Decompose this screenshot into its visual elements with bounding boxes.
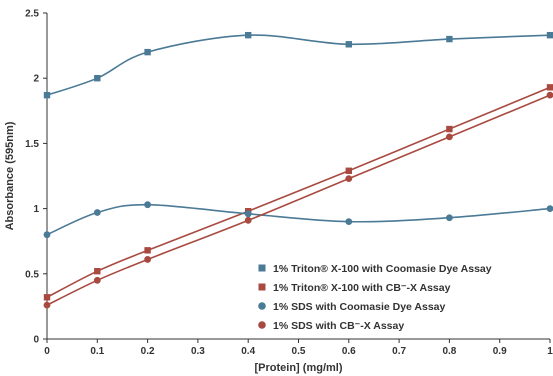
x-tick-label: 0.3 <box>191 346 205 357</box>
x-tick-label: 0.4 <box>241 346 255 357</box>
x-tick-label: 1 <box>547 346 553 357</box>
legend-label: 1% SDS with Coomasie Dye Assay <box>273 301 446 313</box>
legend-item: 1% Triton® X-100 with Coomasie Dye Assay <box>258 263 492 275</box>
series-layer <box>43 31 553 309</box>
chart-axes <box>43 12 551 343</box>
y-tick-label: 0 <box>33 335 39 346</box>
x-axis-title: [Protein] (mg/ml) <box>255 362 343 374</box>
series-2 <box>43 201 553 239</box>
data-point-square <box>43 294 51 301</box>
y-tick-label: 2 <box>33 74 39 85</box>
legend-marker-circle <box>258 321 266 329</box>
tick-labels: 0 0.1 0.2 0.3 0.4 0.5 0.6 0.7 0.8 0.9 1 0 0.5 1 1.5 2 2.… <box>25 9 553 358</box>
y-tick-label: 1.5 <box>25 139 39 150</box>
data-point-circle <box>93 209 101 216</box>
x-tick-label: 0.1 <box>90 346 104 357</box>
data-point-square <box>144 247 151 254</box>
data-point-square <box>345 41 352 48</box>
data-point-square <box>94 75 101 82</box>
data-point-square <box>144 48 151 56</box>
x-tick-label: 0.5 <box>292 346 306 357</box>
x-tick-label: 0.9 <box>493 346 507 357</box>
x-tick-label: 0.7 <box>392 346 406 357</box>
legend-label: 1% Triton® X-100 with CB⁻-X Assay <box>273 282 451 294</box>
legend-label: 1% Triton® X-100 with Coomasie Dye Assay <box>273 263 492 275</box>
series-line <box>46 203 551 236</box>
data-point-circle <box>93 276 101 284</box>
data-point-circle <box>546 91 553 99</box>
data-point-square <box>345 167 352 174</box>
data-point-circle <box>446 214 453 222</box>
legend: 1% Triton® X-100 with Coomasie Dye Assay… <box>258 263 492 332</box>
legend-item: 1% SDS with Coomasie Dye Assay <box>258 301 446 313</box>
data-point-circle <box>43 231 51 239</box>
y-tick-label: 2.5 <box>25 9 39 20</box>
series-0 <box>43 31 553 99</box>
legend-item: 1% Triton® X-100 with CB⁻-X Assay <box>258 282 451 294</box>
y-tick-label: 1 <box>33 204 39 215</box>
data-point-circle <box>244 216 252 224</box>
series-line <box>46 34 551 96</box>
data-point-circle <box>345 175 353 183</box>
x-tick-label: 0 <box>44 346 50 357</box>
data-point-circle <box>144 201 152 209</box>
legend-marker-circle <box>258 302 266 310</box>
data-point-circle <box>446 133 453 141</box>
data-point-circle <box>43 301 51 309</box>
data-point-circle <box>345 218 353 226</box>
data-point-square <box>245 31 252 39</box>
data-point-circle <box>244 210 252 218</box>
data-point-circle <box>144 256 152 263</box>
data-point-square <box>446 35 453 43</box>
x-tick-label: 0.2 <box>141 346 155 357</box>
series-3 <box>43 91 553 309</box>
data-point-square <box>546 84 553 91</box>
legend-marker-square <box>258 264 266 272</box>
x-tick-label: 0.6 <box>342 346 356 357</box>
x-tick-label: 0.8 <box>442 346 456 357</box>
legend-item: 1% SDS with CB⁻-X Assay <box>258 320 404 332</box>
data-point-square <box>546 31 553 39</box>
data-point-square <box>43 91 51 99</box>
data-point-square <box>446 125 453 133</box>
legend-label: 1% SDS with CB⁻-X Assay <box>273 320 404 332</box>
legend-marker-square <box>258 283 266 291</box>
data-point-square <box>94 267 101 275</box>
y-axis-title: Absorbance (595nm) <box>4 121 16 230</box>
data-point-circle <box>546 205 553 212</box>
y-tick-label: 0.5 <box>25 269 39 280</box>
